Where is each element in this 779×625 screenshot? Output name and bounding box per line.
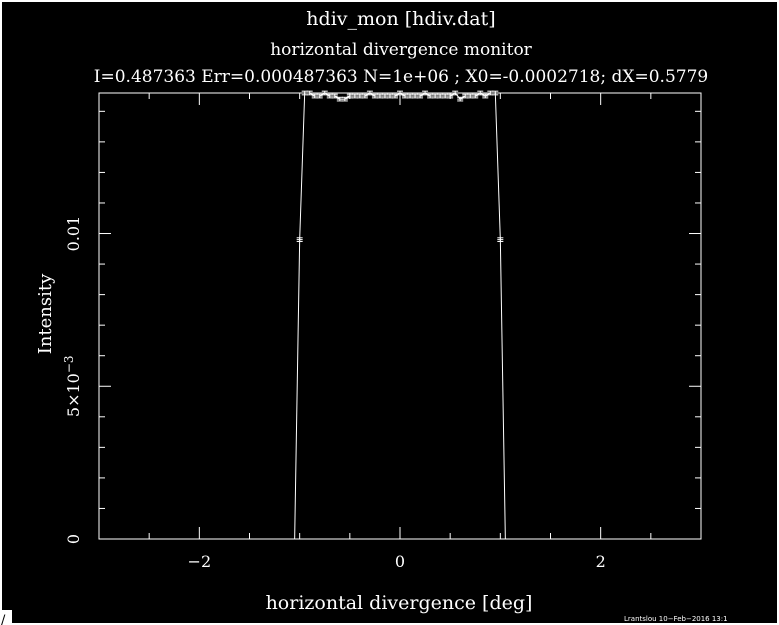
data-point bbox=[442, 93, 449, 99]
data-point bbox=[397, 90, 403, 96]
chart-subtitle: horizontal divergence monitor bbox=[270, 40, 532, 60]
x-tick-label: 2 bbox=[596, 552, 606, 571]
data-point bbox=[361, 93, 368, 99]
data-point bbox=[301, 90, 308, 96]
data-point bbox=[412, 93, 419, 99]
data-point bbox=[306, 90, 313, 96]
data-point bbox=[432, 93, 439, 99]
chart-stats-line: I=0.487363 Err=0.000487363 N=1e+06 ; X0=… bbox=[94, 67, 708, 87]
y-tick-label: 0.01 bbox=[64, 216, 83, 252]
data-point bbox=[427, 93, 434, 99]
data-point bbox=[366, 90, 373, 96]
data-point bbox=[371, 93, 378, 99]
data-point bbox=[321, 90, 328, 96]
x-axis-label: horizontal divergence [deg] bbox=[266, 592, 533, 614]
credit-text: Lrantslou 10−Feb−2016 13:1 bbox=[624, 615, 728, 623]
x-tick-label: −2 bbox=[188, 552, 212, 571]
data-point bbox=[462, 93, 469, 99]
data-point bbox=[472, 93, 479, 99]
data-point bbox=[356, 93, 363, 99]
error-bars bbox=[296, 90, 504, 242]
chart-title: hdiv_mon [hdiv.dat] bbox=[306, 8, 495, 30]
data-point bbox=[296, 237, 303, 242]
data-point bbox=[376, 93, 383, 99]
data-point bbox=[336, 96, 343, 102]
window-corner-strip bbox=[0, 610, 12, 625]
data-point bbox=[487, 90, 494, 96]
data-point bbox=[391, 93, 398, 99]
window-corner-glyph: ∕ bbox=[1, 613, 6, 625]
data-point bbox=[351, 93, 358, 99]
data-point bbox=[341, 96, 348, 102]
data-point bbox=[316, 93, 323, 99]
data-point bbox=[422, 90, 429, 96]
data-point bbox=[467, 93, 474, 99]
y-axis-label: Intensity bbox=[35, 273, 56, 354]
data-point bbox=[437, 93, 444, 99]
data-point bbox=[386, 93, 393, 99]
data-point bbox=[381, 93, 388, 99]
data-point bbox=[331, 93, 338, 99]
y-tick-label: 0 bbox=[64, 534, 83, 544]
data-point bbox=[447, 93, 454, 99]
data-point bbox=[497, 237, 504, 242]
data-point bbox=[326, 93, 333, 99]
data-point bbox=[457, 96, 464, 102]
x-ticks: −2 0 2 bbox=[98, 93, 702, 571]
x-tick-label: 0 bbox=[395, 552, 405, 571]
data-point bbox=[407, 93, 414, 99]
data-point bbox=[477, 90, 484, 96]
data-point bbox=[482, 93, 489, 99]
data-point bbox=[311, 93, 318, 99]
data-point bbox=[492, 90, 499, 96]
data-point bbox=[417, 93, 424, 99]
data-point bbox=[402, 93, 409, 99]
data-point bbox=[346, 93, 353, 99]
data-point bbox=[452, 90, 459, 96]
